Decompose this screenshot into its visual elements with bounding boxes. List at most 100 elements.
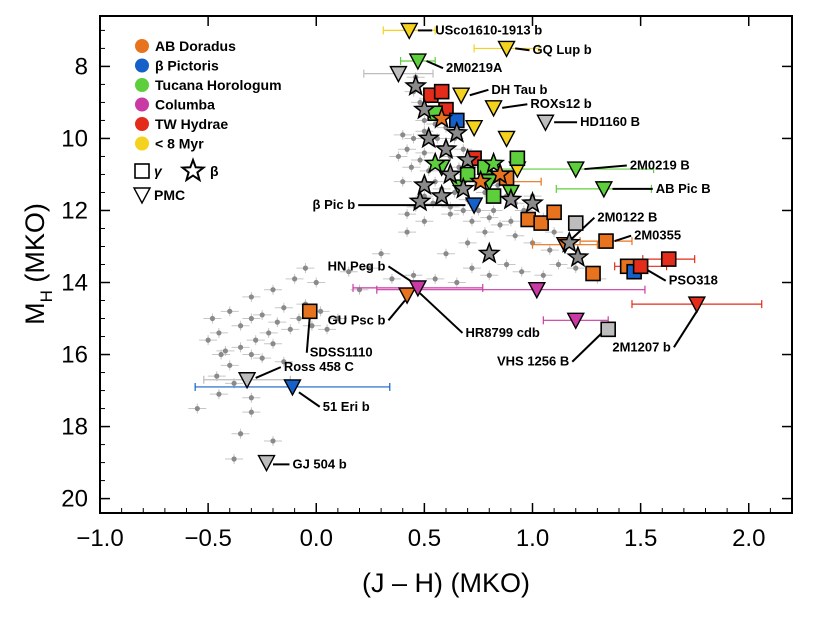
legend-swatch	[135, 78, 149, 92]
legend-label: Tucana Horologum	[155, 77, 282, 93]
young-object-star	[520, 191, 545, 214]
young-object-triangle	[397, 287, 417, 305]
young-object-star	[404, 74, 428, 97]
field-point	[469, 265, 475, 271]
field-point	[389, 276, 395, 282]
field-point	[248, 409, 254, 415]
field-point	[417, 99, 423, 106]
field-point	[465, 240, 471, 246]
young-object-star	[412, 173, 436, 196]
x-tick-label: 1.0	[516, 525, 549, 552]
x-tick-label: −1.0	[76, 525, 123, 552]
annotation-label: 2M0219 B	[630, 157, 690, 172]
field-point	[421, 128, 427, 134]
annotation-leader	[469, 88, 489, 97]
young-object-triangle	[536, 114, 555, 132]
field-point	[547, 247, 553, 253]
young-object-star	[438, 162, 462, 185]
y-tick-label: 8	[75, 53, 88, 80]
legend-swatch	[135, 136, 149, 151]
annotation-label: 2M0122 B	[597, 210, 657, 225]
young-object-triangle	[408, 53, 428, 71]
young-object-star	[566, 245, 590, 268]
annotation-label: HN Peg b	[328, 258, 386, 273]
annotation-label: GQ Lup b	[533, 42, 592, 57]
field-point	[317, 308, 324, 314]
field-point	[237, 431, 244, 437]
field-point	[519, 269, 525, 275]
annotation-label: Ross 458 C	[284, 359, 355, 374]
young-object-star	[434, 137, 458, 160]
field-point	[287, 326, 293, 332]
field-point	[540, 272, 546, 278]
annotation-label: PSO318	[669, 273, 718, 288]
field-point	[270, 287, 276, 293]
field-point	[281, 305, 287, 311]
legend-square-symbol	[134, 163, 150, 179]
field-point	[410, 272, 417, 278]
field-point	[378, 251, 384, 257]
field-point	[259, 355, 265, 361]
field-point	[508, 218, 514, 224]
annotation-label: USco1610-1913 b	[435, 22, 542, 37]
field-point	[421, 218, 427, 224]
annotation-leader	[571, 330, 605, 363]
young-object-triangle	[594, 181, 614, 199]
young-object-triangle	[566, 312, 585, 330]
field-point	[222, 348, 229, 354]
field-point	[253, 337, 259, 343]
young-object-triangle	[527, 282, 546, 300]
field-point	[460, 146, 466, 152]
legend-swatch	[135, 58, 149, 73]
field-point	[346, 269, 352, 275]
young-object-triangle	[497, 130, 516, 148]
annotation-label: 2M0219A	[446, 60, 503, 75]
field-point	[324, 326, 330, 332]
legend-label: β Pictoris	[155, 58, 219, 74]
young-object-star	[451, 176, 475, 199]
field-point	[497, 222, 503, 228]
legend-star-symbol	[179, 157, 207, 183]
field-point	[296, 315, 302, 322]
annotation-label: β Pic b	[313, 197, 356, 212]
y-tick-label: 12	[61, 197, 88, 224]
field-point	[404, 146, 410, 152]
young-objects	[237, 22, 707, 473]
young-object-star	[477, 241, 501, 264]
field-point	[227, 308, 233, 314]
annotation-label: ROXs12 b	[530, 96, 591, 111]
x-tick-label: 0.5	[408, 525, 441, 552]
field-point	[551, 229, 557, 235]
y-tick-label: 10	[61, 125, 88, 152]
field-point	[335, 315, 341, 322]
young-object-square	[600, 321, 616, 338]
field-point	[231, 456, 237, 462]
field-point	[281, 359, 287, 365]
young-object-triangle	[389, 65, 408, 84]
field-point	[555, 261, 562, 268]
young-object-square	[632, 258, 649, 275]
field-point	[248, 395, 254, 401]
field-point	[482, 229, 488, 235]
annotation-leader	[584, 164, 627, 171]
annotations: USco1610-1913 b 2M0219A GQ Lup b DH Tau bRO…	[284, 22, 718, 471]
annotation-label: GU Psc b	[328, 312, 386, 327]
field-objects	[188, 72, 607, 464]
young-object-triangle	[237, 372, 257, 390]
young-object-star	[445, 120, 469, 143]
field-point	[404, 211, 410, 217]
legend-triangle-symbol	[132, 187, 152, 205]
field-point	[469, 218, 475, 224]
annotation-label: 51 Eri b	[323, 399, 370, 414]
field-point	[460, 207, 466, 214]
field-point	[486, 215, 492, 221]
field-point	[432, 276, 438, 282]
y-axis-title-main: M	[20, 302, 50, 325]
field-point	[231, 380, 237, 386]
field-point	[573, 265, 579, 271]
field-point	[227, 362, 233, 368]
field-point	[313, 279, 319, 286]
young-object-triangle	[257, 454, 276, 473]
legend-label: γ	[154, 163, 163, 179]
field-point	[292, 276, 298, 282]
